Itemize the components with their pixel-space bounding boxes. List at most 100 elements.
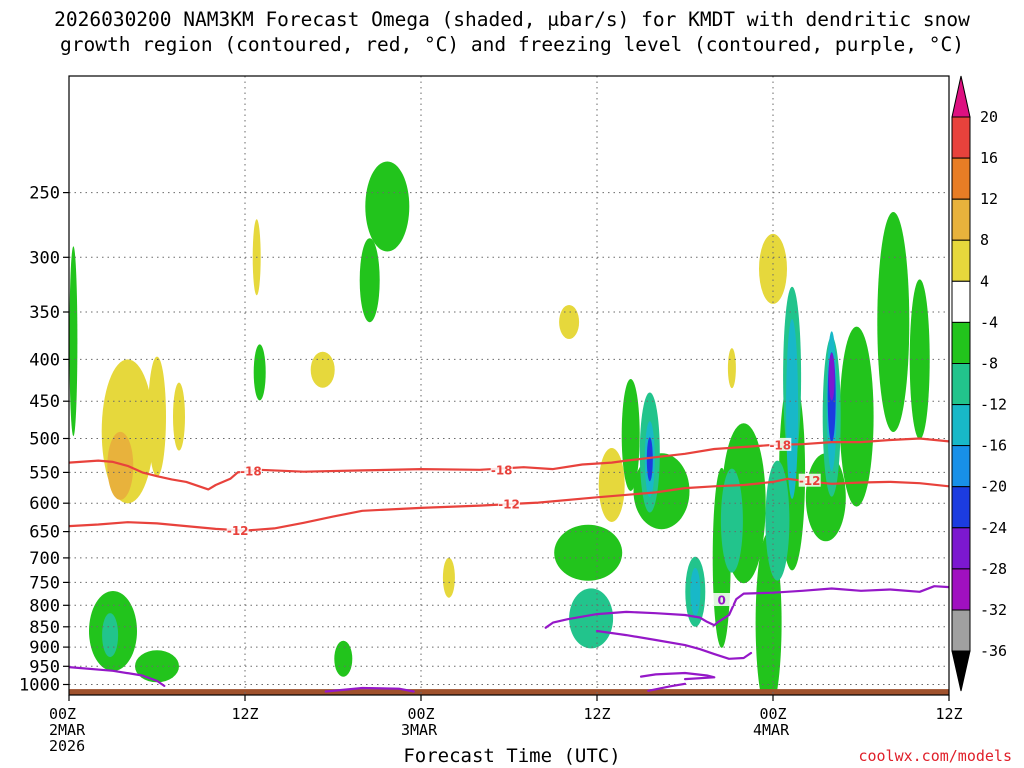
contour-label-background xyxy=(490,462,513,476)
y-tick-label: 450 xyxy=(29,392,60,412)
cyan-downward-motion-blob xyxy=(690,567,701,616)
teal-downward-motion-blob xyxy=(102,613,119,658)
y-tick-label: 750 xyxy=(29,573,60,593)
contour-label-background xyxy=(498,496,520,510)
orange-upward-motion-8-12-blob xyxy=(107,431,134,500)
contour-label: -12 xyxy=(799,474,821,488)
contour-label: -18 xyxy=(491,463,513,477)
teal-downward-motion-blob xyxy=(765,460,790,581)
x-tick-label: 4MAR xyxy=(753,721,790,739)
colorbar-label: 4 xyxy=(980,272,989,290)
contour-line-0 xyxy=(324,686,415,693)
contour-label: -18 xyxy=(769,438,791,452)
green-downward-motion-blob xyxy=(365,161,410,252)
x-tick-label: 00Z xyxy=(759,705,786,723)
contour-label: -12 xyxy=(227,524,249,538)
y-tick-label: 300 xyxy=(29,248,60,268)
contour-label-background xyxy=(769,437,792,451)
colorbar-swatch xyxy=(951,198,971,241)
yellow-upward-motion-4-8-blob xyxy=(173,382,185,451)
colorbar-label: -24 xyxy=(980,519,1007,537)
yellow-upward-motion-4-8-blob xyxy=(598,448,625,522)
contour-line-0 xyxy=(639,671,716,681)
colorbar-bottom-arrow xyxy=(951,650,971,692)
colorbar-label: -8 xyxy=(980,355,998,373)
contour-label-background xyxy=(226,523,249,537)
colorbar-swatch xyxy=(951,280,971,323)
x-tick-label: 00Z xyxy=(49,705,76,723)
yellow-upward-motion-4-8-blob xyxy=(310,351,335,388)
colorbar-swatch xyxy=(951,404,971,447)
contour-label-background xyxy=(710,593,733,606)
yellow-upward-motion-4-8-blob xyxy=(442,557,455,598)
contour-label: -12 xyxy=(498,497,520,511)
green-downward-motion-blob xyxy=(909,279,930,440)
x-tick-label: 2026 xyxy=(49,737,85,755)
x-tick-label: 00Z xyxy=(407,705,434,723)
colorbar-label: 16 xyxy=(980,149,998,167)
y-tick-label: 850 xyxy=(29,618,60,638)
plot-frame xyxy=(68,75,950,696)
colorbar-label: -20 xyxy=(980,478,1007,496)
green-downward-motion-blob xyxy=(621,379,640,491)
y-tick-label: 250 xyxy=(29,184,60,204)
colorbar-swatch xyxy=(951,486,971,529)
y-tick-label: 400 xyxy=(29,350,60,370)
x-tick-label: 12Z xyxy=(935,705,962,723)
x-tick-label: 12Z xyxy=(583,705,610,723)
x-tick-label: 3MAR xyxy=(401,721,438,739)
y-tick-label: 1000 xyxy=(19,676,60,696)
contour-line-0 xyxy=(647,682,687,692)
colorbar-label: -16 xyxy=(980,437,1007,455)
y-tick-label: 500 xyxy=(29,430,60,450)
plot-area xyxy=(69,76,949,695)
credit-text: coolwx.com/models xyxy=(858,747,1012,765)
green-downward-motion-blob xyxy=(839,326,874,507)
colorbar-swatch xyxy=(951,609,971,652)
contour-label: -18 xyxy=(240,465,262,479)
contour-line--12 xyxy=(69,477,949,532)
colorbar-label: 8 xyxy=(980,231,989,249)
colorbar-top-arrow xyxy=(951,75,971,118)
chart-title-line-1: 2026030200 NAM3KM Forecast Omega (shaded… xyxy=(54,8,970,31)
colorbar-label: -36 xyxy=(980,642,1007,660)
teal-downward-motion-blob xyxy=(569,588,614,649)
contour-label: 0 xyxy=(718,594,726,608)
purple-downward-motion-blob xyxy=(828,352,835,401)
colorbar-label: -12 xyxy=(980,396,1007,414)
yellow-upward-motion-4-8-blob xyxy=(148,356,166,477)
y-tick-label: 650 xyxy=(29,523,60,543)
y-tick-label: 800 xyxy=(29,596,60,616)
contour-line-0 xyxy=(544,585,949,629)
colorbar-swatch xyxy=(951,116,971,159)
y-tick-label: 900 xyxy=(29,638,60,658)
cyan-downward-motion-blob xyxy=(786,319,799,499)
green-downward-motion-blob xyxy=(554,524,623,581)
colorbar-label: -28 xyxy=(980,560,1007,578)
colorbar-swatch xyxy=(951,363,971,406)
green-downward-motion-blob xyxy=(334,640,353,677)
terrain-ground xyxy=(69,689,949,695)
colorbar-swatch xyxy=(951,239,971,282)
colorbar-label: -32 xyxy=(980,601,1007,619)
y-tick-label: 350 xyxy=(29,303,60,323)
green-downward-motion-blob xyxy=(877,212,910,432)
yellow-upward-motion-4-8-blob xyxy=(727,348,736,389)
blue-downward-motion-blob xyxy=(646,437,653,482)
colorbar-label: 12 xyxy=(980,190,998,208)
colorbar-swatch xyxy=(951,568,971,611)
x-axis-label: Forecast Time (UTC) xyxy=(403,745,621,767)
contour-line-0 xyxy=(595,629,753,660)
y-tick-label: 600 xyxy=(29,494,60,514)
chart-title-line-2: growth region (contoured, red, °C) and f… xyxy=(60,33,964,56)
y-tick-label: 950 xyxy=(29,657,60,677)
colorbar-swatch xyxy=(951,445,971,488)
colorbar-label: -4 xyxy=(980,313,998,331)
contour-label-background xyxy=(239,464,262,478)
colorbar-label: 20 xyxy=(980,108,998,126)
y-tick-label: 700 xyxy=(29,549,60,569)
contour-line-0 xyxy=(69,666,166,687)
colorbar-swatch xyxy=(951,321,971,364)
green-downward-motion-blob xyxy=(359,238,380,323)
